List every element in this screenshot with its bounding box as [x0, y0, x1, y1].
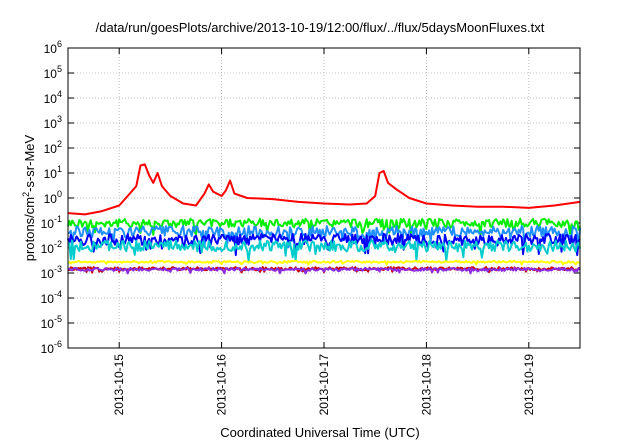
y-tick-label: 106	[44, 39, 62, 56]
y-tick-label: 102	[44, 139, 62, 156]
x-tick-label: 2013-10-16	[215, 354, 229, 416]
y-tick-label: 10-2	[41, 239, 62, 256]
y-axis-label: protons/cm2-s-sr-MeV	[21, 134, 37, 261]
series-line	[67, 163, 581, 216]
y-tick-label: 10-6	[41, 339, 62, 356]
y-tick-label: 10-5	[41, 314, 62, 331]
x-tick-label: 2013-10-15	[112, 354, 126, 416]
y-tick-label: 10-3	[41, 264, 62, 281]
series-line	[67, 225, 581, 249]
series-line	[67, 266, 581, 275]
y-tick-label: 10-4	[41, 289, 62, 306]
y-tick-label: 10-1	[41, 214, 62, 231]
y-tick-label: 101	[44, 164, 62, 181]
series-line	[67, 232, 581, 257]
x-tick-label: 2013-10-17	[317, 354, 331, 416]
series-line	[67, 239, 581, 262]
x-tick-label: 2013-10-18	[419, 354, 433, 416]
y-tick-label: 104	[44, 89, 62, 106]
y-tick-label: 100	[44, 189, 62, 206]
x-axis-label: Coordinated Universal Time (UTC)	[220, 425, 420, 440]
y-tick-label: 103	[44, 114, 62, 131]
chart-title: /data/run/goesPlots/archive/2013-10-19/1…	[95, 20, 545, 35]
series-line	[67, 217, 581, 236]
x-tick-label: 2013-10-19	[522, 354, 536, 416]
y-tick-label: 105	[44, 64, 62, 81]
plot-frame	[67, 47, 581, 349]
series-line	[67, 259, 581, 266]
